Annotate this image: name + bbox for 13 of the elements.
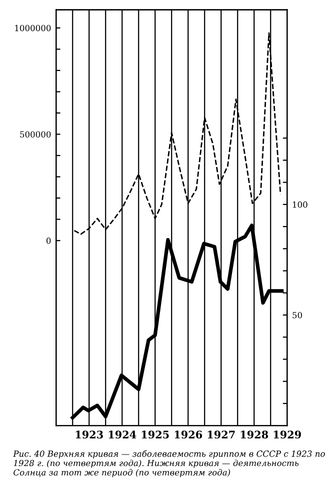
- y-tick-label: 1000000: [15, 24, 51, 32]
- x-tick-label: 1923: [76, 430, 103, 439]
- text: Рис. 40 Верхняя кривая — заболеваемость гриппом в СССР с 1923 по 1928 г. (по четвертям года). Нижняя кривая — деятельность Солнца за тот же период (по четвертям года): [13, 450, 325, 478]
- x-tick-label: 1928: [240, 430, 268, 439]
- y-tick-label: 500000: [20, 131, 51, 138]
- x-tick-label: 1926: [174, 430, 202, 439]
- x-tick-label: 1927: [208, 430, 235, 439]
- x-tick-label: 1924: [108, 430, 136, 439]
- y2-tick-label: 50: [292, 312, 302, 318]
- x-tick-label: 1929: [274, 430, 301, 439]
- x-tick-label: 1925: [142, 430, 169, 439]
- y2-tick-label: 100: [292, 201, 308, 208]
- y-tick-label: 0: [46, 238, 51, 244]
